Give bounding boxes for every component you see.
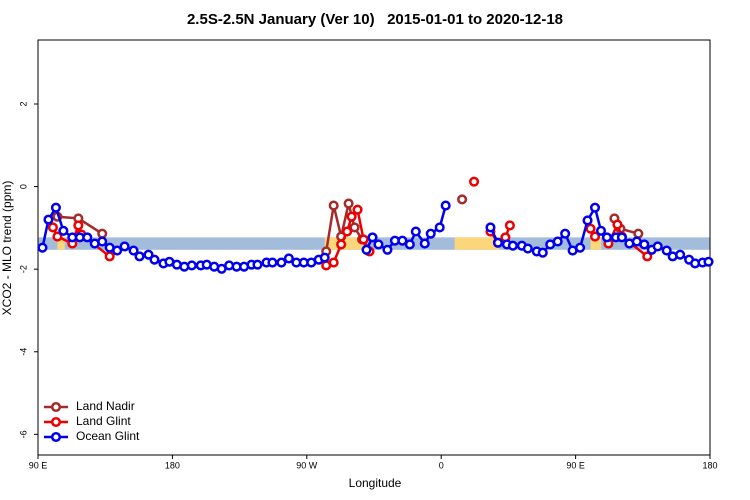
point [267, 257, 278, 268]
point [661, 245, 672, 256]
point [328, 200, 339, 211]
point [585, 223, 596, 234]
point [552, 236, 563, 247]
band [590, 237, 601, 250]
point [373, 239, 384, 250]
point [128, 245, 139, 256]
legend-label: Land Nadir [76, 399, 135, 413]
x-tick-label: 180 [702, 460, 717, 470]
point [492, 237, 503, 248]
point [52, 231, 63, 242]
band [57, 237, 65, 250]
point [612, 219, 623, 230]
point [633, 228, 644, 239]
point [457, 194, 468, 205]
point [639, 239, 650, 250]
point [58, 225, 69, 236]
point [537, 247, 548, 258]
point [319, 252, 330, 263]
point [119, 241, 130, 252]
point [186, 260, 197, 271]
chart-title: 2.5S-2.5N January (Ver 10) 2015-01-01 to… [187, 11, 563, 28]
point [358, 234, 369, 245]
point [143, 249, 154, 260]
y-tick-label: -6 [18, 430, 28, 438]
point [507, 240, 518, 251]
legend-marker [50, 416, 62, 428]
point [97, 228, 108, 239]
point [43, 214, 54, 225]
point [382, 244, 393, 255]
point [589, 231, 601, 242]
x-tick-label: 90 E [566, 460, 585, 470]
point [343, 198, 354, 209]
point [404, 239, 415, 250]
point [703, 256, 714, 267]
point [82, 232, 93, 243]
point [134, 251, 145, 262]
x-tick-label: 180 [165, 460, 180, 470]
point [485, 222, 496, 233]
legend-marker [50, 431, 62, 443]
point [589, 202, 601, 213]
point [112, 245, 123, 256]
point [367, 232, 378, 243]
point [328, 257, 339, 268]
point [397, 235, 408, 246]
point [616, 232, 627, 243]
x-tick-label: 90 W [296, 460, 318, 470]
point [560, 228, 571, 239]
x-tick-label: 90 E [29, 460, 48, 470]
point [504, 220, 515, 231]
point [50, 202, 61, 213]
point [675, 249, 686, 260]
point [104, 251, 115, 262]
point [73, 220, 84, 231]
x-tick-label: 0 [439, 460, 444, 470]
legend-marker [50, 401, 62, 413]
legend-label: Ocean Glint [76, 429, 140, 443]
point [419, 238, 430, 249]
y-tick-label: -2 [18, 265, 28, 273]
y-axis-label: XCO2 - MLO trend (ppm) [0, 181, 14, 316]
point [522, 243, 533, 254]
point [410, 226, 421, 237]
point [97, 236, 108, 247]
point [440, 200, 451, 211]
point [575, 242, 586, 253]
point [595, 225, 607, 236]
point [37, 242, 48, 253]
point [47, 222, 58, 233]
band [454, 237, 500, 250]
point [469, 176, 480, 187]
point [342, 226, 353, 237]
point [346, 211, 357, 222]
x-axis-label: Longitude [349, 476, 402, 490]
point [349, 222, 360, 233]
point [601, 232, 613, 243]
legend-label: Land Glint [76, 414, 131, 428]
point [425, 228, 436, 239]
y-tick-label: 0 [18, 184, 28, 189]
y-tick-label: -4 [18, 348, 28, 356]
point [434, 222, 445, 233]
point [149, 254, 160, 265]
point [652, 241, 663, 252]
y-tick-label: 2 [18, 101, 28, 106]
point [642, 251, 653, 262]
point [276, 257, 287, 268]
point [361, 244, 372, 255]
point [352, 204, 363, 215]
point [283, 253, 294, 264]
point [336, 239, 347, 250]
point [582, 215, 593, 226]
point [252, 259, 263, 270]
